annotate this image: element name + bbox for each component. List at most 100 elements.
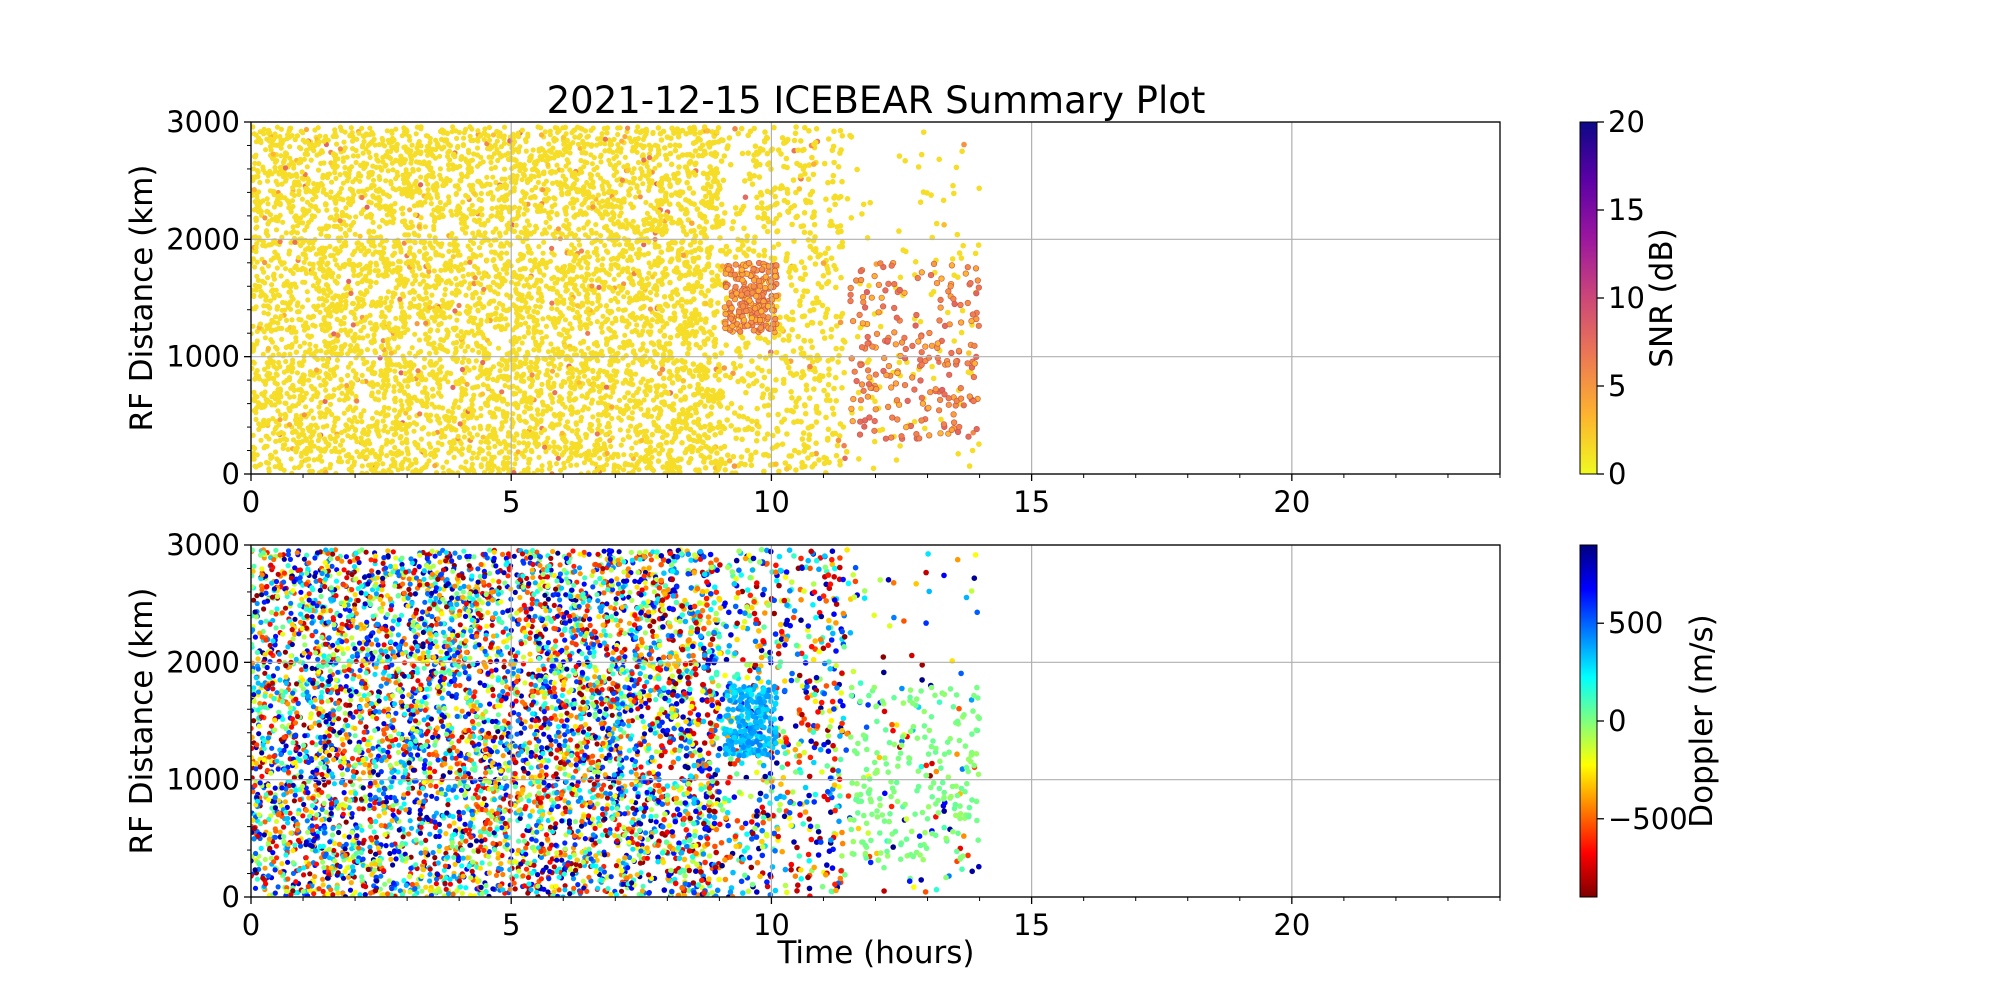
scatter-point — [462, 348, 468, 354]
scatter-point — [582, 210, 588, 216]
scatter-point — [322, 414, 328, 420]
scatter-point — [521, 440, 527, 446]
scatter-point — [478, 154, 484, 160]
scatter-point — [293, 420, 299, 427]
scatter-point — [552, 390, 558, 396]
scatter-point — [383, 237, 389, 244]
scatter-point — [313, 185, 319, 191]
scatter-point — [402, 222, 408, 228]
scatter-point — [490, 376, 496, 383]
scatter-point — [528, 400, 534, 406]
scatter-point — [605, 412, 612, 418]
scatter-point — [646, 155, 653, 161]
scatter-point — [361, 361, 367, 367]
scatter-point — [292, 239, 298, 245]
scatter-point — [404, 378, 410, 384]
scatter-point — [561, 146, 567, 153]
scatter-point — [466, 330, 472, 336]
scatter-point — [472, 275, 478, 281]
scatter-point — [612, 242, 618, 248]
scatter-point — [370, 299, 376, 305]
scatter-point — [448, 280, 454, 286]
scatter-point — [607, 438, 613, 444]
scatter-point — [515, 130, 521, 136]
scatter-point — [485, 439, 491, 446]
scatter-point — [412, 239, 418, 245]
scatter-point — [453, 128, 459, 134]
scatter-point — [505, 460, 511, 466]
scatter-point — [282, 153, 288, 159]
scatter-point — [584, 134, 590, 140]
scatter-point — [476, 450, 482, 456]
scatter-point — [273, 327, 279, 333]
scatter-point — [574, 177, 580, 183]
scatter-point — [418, 398, 425, 404]
scatter-point — [518, 305, 524, 311]
scatter-point — [585, 306, 591, 312]
scatter-point — [572, 134, 578, 140]
scatter-point — [445, 300, 452, 306]
scatter-point — [428, 150, 434, 156]
scatter-point — [390, 456, 396, 462]
scatter-point — [338, 327, 344, 333]
scatter-point — [435, 327, 441, 334]
scatter-point — [542, 427, 548, 433]
scatter-point — [543, 283, 549, 289]
scatter-point — [577, 369, 583, 376]
scatter-point — [594, 277, 600, 283]
scatter-point — [539, 463, 545, 469]
scatter-point — [530, 415, 536, 421]
scatter-point — [251, 450, 257, 456]
scatter-point — [270, 287, 276, 293]
scatter-point — [519, 177, 525, 183]
scatter-point — [296, 160, 302, 166]
scatter-point — [325, 171, 331, 177]
scatter-point — [382, 272, 388, 278]
scatter-point — [570, 307, 576, 313]
scatter-point — [304, 147, 310, 153]
scatter-point — [388, 181, 394, 187]
scatter-point — [370, 219, 376, 225]
scatter-point — [365, 333, 371, 339]
scatter-point — [425, 262, 431, 268]
scatter-point — [478, 190, 484, 197]
scatter-point — [614, 404, 620, 410]
scatter-point — [573, 452, 580, 458]
scatter-point — [335, 293, 341, 299]
scatter-point — [466, 444, 473, 450]
scatter-point — [535, 179, 542, 185]
scatter-point — [615, 220, 622, 226]
scatter-point — [309, 429, 315, 435]
scatter-point — [443, 304, 449, 310]
scatter-point — [306, 377, 312, 383]
scatter-point — [451, 327, 458, 333]
scatter-point — [277, 412, 283, 418]
scatter-point — [343, 422, 349, 428]
scatter-point — [264, 323, 270, 329]
scatter-point — [612, 190, 618, 196]
scatter-point — [533, 366, 539, 373]
scatter-point — [367, 125, 373, 131]
scatter-point — [373, 279, 379, 286]
scatter-point — [531, 283, 537, 289]
scatter-point — [641, 428, 647, 434]
scatter-point — [597, 446, 604, 452]
scatter-point — [301, 212, 307, 218]
scatter-point — [598, 399, 605, 405]
scatter-point — [267, 168, 273, 174]
scatter-point — [354, 449, 360, 455]
scatter-point — [309, 397, 315, 403]
scatter-point — [559, 167, 565, 173]
scatter-point — [465, 344, 471, 350]
scatter-point — [277, 200, 283, 206]
scatter-point — [534, 388, 540, 394]
scatter-point — [630, 360, 636, 366]
scatter-point — [354, 398, 360, 404]
scatter-point — [469, 465, 475, 471]
scatter-point — [357, 335, 363, 341]
scatter-point — [423, 177, 429, 183]
scatter-point — [442, 137, 448, 143]
scatter-point — [626, 380, 632, 386]
scatter-point — [579, 393, 585, 399]
scatter-point — [326, 441, 332, 448]
